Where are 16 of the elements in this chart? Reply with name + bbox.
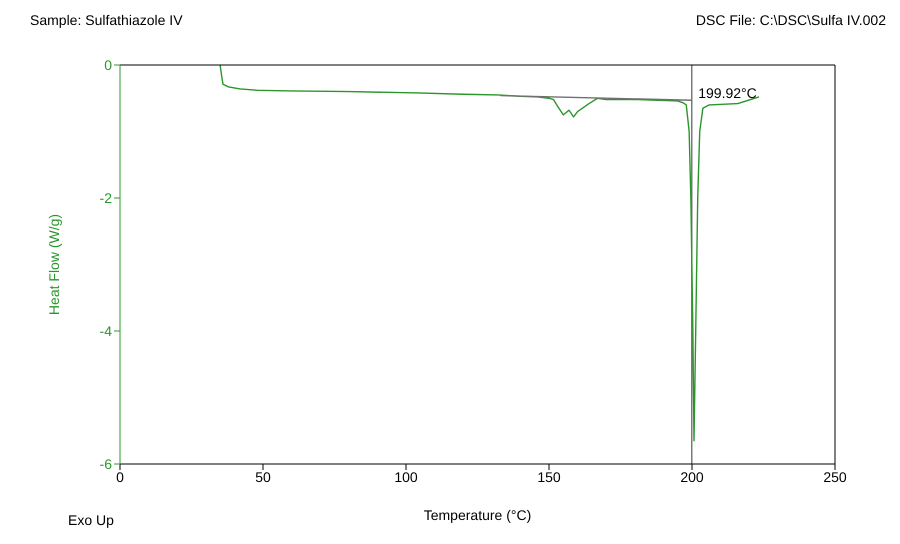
y-tick-label: 0 bbox=[104, 56, 112, 73]
y-tick-label: -6 bbox=[100, 456, 112, 472]
y-tick-label: -4 bbox=[100, 322, 112, 339]
chart-title: Sample: Sulfathiazole IV bbox=[30, 12, 183, 28]
x-tick-label: 200 bbox=[680, 468, 704, 485]
x-tick-label: 50 bbox=[255, 468, 271, 485]
text: Exo Up bbox=[68, 512, 114, 528]
text: DSC File: C:\DSC\Sulfa IV.002 bbox=[696, 12, 886, 28]
y-axis-title: Heat Flow (W/g) bbox=[46, 214, 62, 316]
x-tick-label: 150 bbox=[537, 468, 561, 485]
y-tick-label: -2 bbox=[100, 190, 112, 206]
x-tick-label: 250 bbox=[823, 468, 847, 485]
x-tick-label: 0 bbox=[116, 468, 124, 485]
x-tick-label: 100 bbox=[394, 468, 418, 485]
x-axis-title: Temperature (°C) bbox=[424, 507, 532, 523]
ref-line-label: 199.92°C bbox=[698, 84, 757, 101]
